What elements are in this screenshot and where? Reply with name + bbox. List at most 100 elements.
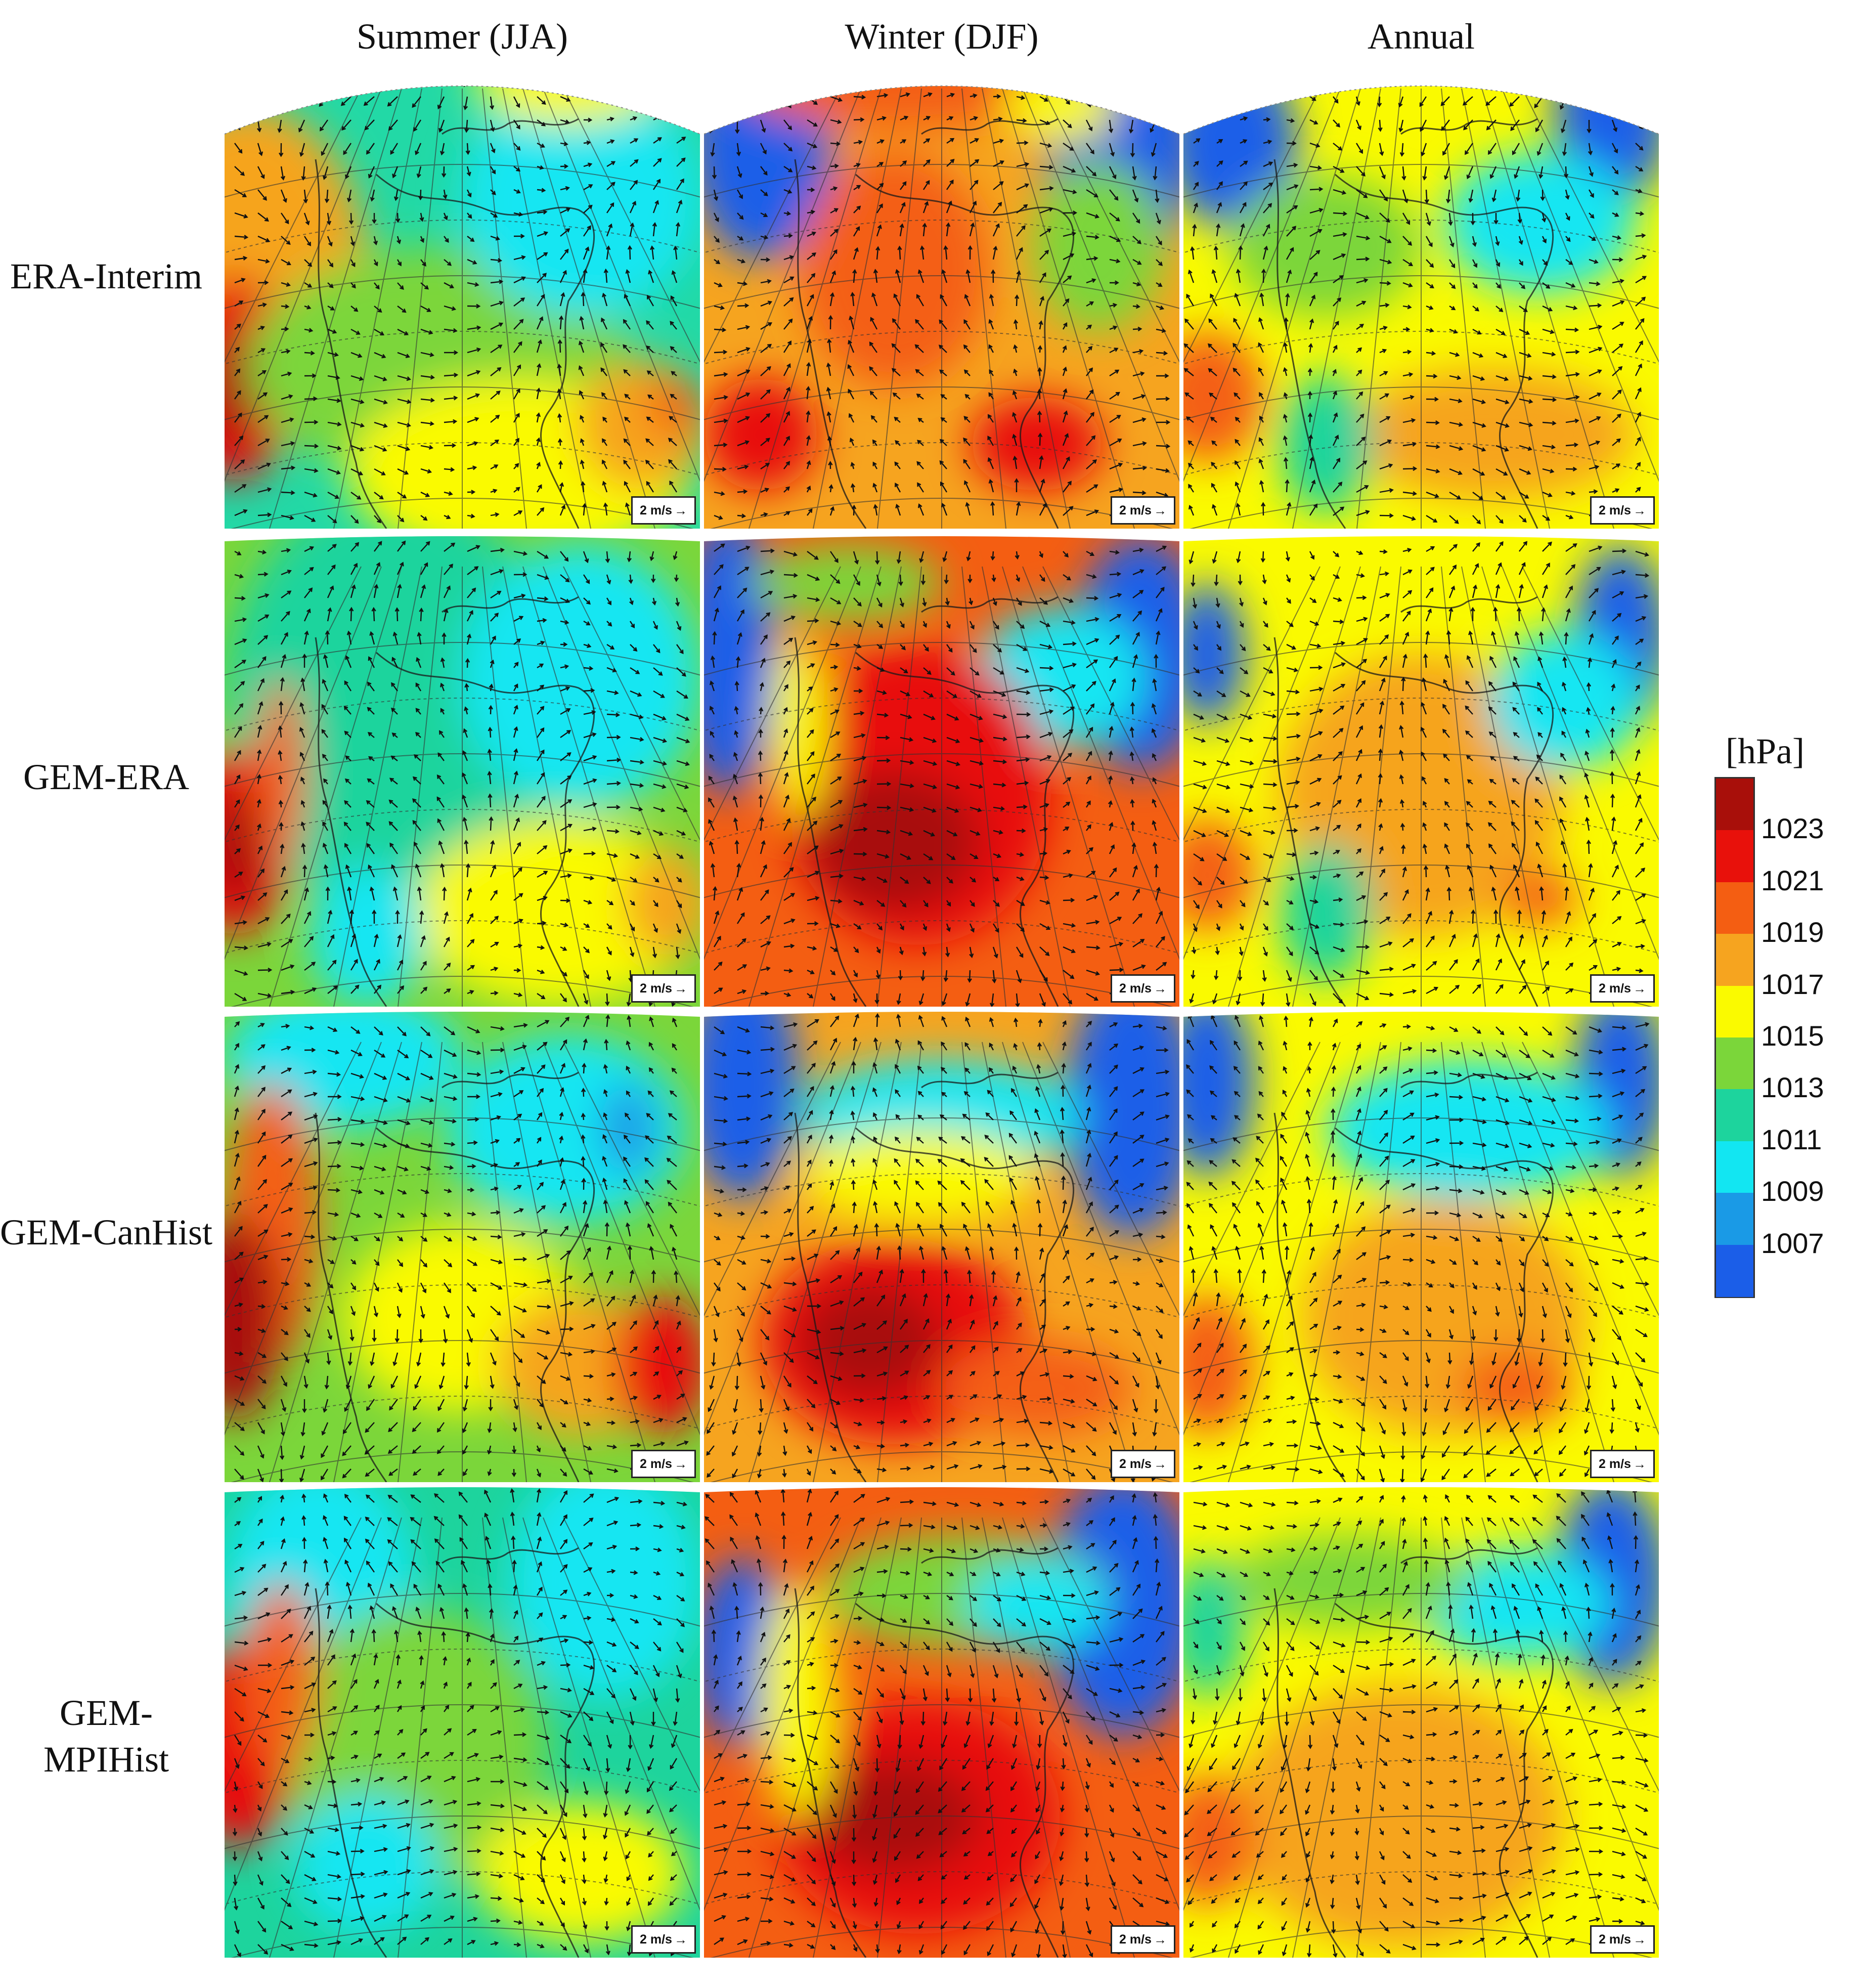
pressure-region: [462, 545, 700, 809]
map-panel-gem-mpihist-annual: 2 m/s →: [1183, 1487, 1659, 1958]
reference-vector-box: 2 m/s →: [1111, 496, 1175, 525]
reference-vector-label: 2 m/s: [640, 1932, 672, 1947]
pressure-region: [761, 1581, 838, 1817]
reference-vector-box: 2 m/s →: [1590, 1925, 1655, 1954]
pressure-region: [257, 677, 305, 866]
pressure-region: [1231, 176, 1421, 317]
coastline: [315, 596, 595, 1007]
pressure-wind-map: [704, 1487, 1179, 1958]
arrow-right-icon: →: [674, 502, 687, 518]
pressure-region: [1183, 1558, 1246, 1699]
reference-vector-label: 2 m/s: [1599, 981, 1631, 996]
pressure-region: [1502, 870, 1578, 927]
colorbar-segment: [1716, 1038, 1753, 1090]
pressure-wind-map: [1183, 85, 1659, 529]
pressure-wind-map: [225, 85, 700, 529]
pressure-region: [1279, 842, 1374, 983]
colorbar-segment: [1716, 934, 1753, 986]
map-panel-era-interim-winter: 2 m/s →: [704, 58, 1179, 529]
pressure-wind-map: [225, 1487, 700, 1958]
domain-outline: [1183, 85, 1659, 135]
coastline: [1273, 1071, 1554, 1482]
graticule: [1183, 1042, 1659, 1482]
pressure-region: [1065, 1012, 1179, 1238]
arrow-right-icon: →: [1633, 1456, 1646, 1472]
wind-vectors: [234, 1014, 690, 1482]
pressure-wind-map: [704, 85, 1179, 529]
column-title-summer: Summer (JJA): [357, 16, 568, 57]
pressure-region: [225, 536, 557, 913]
reference-vector-label: 2 m/s: [1119, 981, 1152, 996]
map-panel-gem-mpihist-summer: 2 m/s →: [225, 1487, 700, 1958]
colorbar-segment: [1716, 1193, 1753, 1245]
graticule: [225, 88, 700, 529]
wind-vectors: [234, 540, 690, 1007]
reference-vector-label: 2 m/s: [1599, 503, 1631, 517]
pressure-region: [647, 378, 700, 435]
pressure-region: [310, 866, 424, 1007]
pressure-region: [737, 86, 1070, 129]
pressure-wind-map: [704, 536, 1179, 1007]
arrow-right-icon: →: [1633, 502, 1646, 518]
colorbar-segment: [1716, 1089, 1753, 1142]
wind-vectors: [1183, 86, 1647, 525]
pressure-region: [704, 1012, 799, 1200]
pressure-wind-map: [1183, 536, 1659, 1007]
colorbar-segment: [1716, 882, 1753, 935]
map-panel-gem-canhist-winter: 2 m/s →: [704, 1012, 1179, 1482]
arrow-right-icon: →: [674, 1456, 687, 1472]
pressure-region: [1350, 368, 1635, 501]
colorbar-segment: [1716, 830, 1753, 883]
pressure-region: [1183, 1294, 1255, 1435]
wind-vectors: [708, 543, 1168, 1007]
map-panel-gem-canhist-annual: 2 m/s →: [1183, 1012, 1659, 1482]
colorbar-segment: [1716, 985, 1753, 1038]
map-panel-gem-era-annual: 2 m/s →: [1183, 536, 1659, 1007]
colorbar-tick-label: 1007: [1761, 1227, 1824, 1259]
reference-vector-box: 2 m/s →: [631, 974, 696, 1003]
graticule: [704, 566, 1179, 1007]
pressure-region: [1459, 1350, 1573, 1426]
pressure-region: [1183, 331, 1264, 463]
pressure-region: [1183, 1012, 1255, 1177]
reference-vector-box: 2 m/s →: [1111, 974, 1175, 1003]
graticule: [225, 566, 700, 1007]
pressure-region: [243, 1581, 320, 1769]
pressure-region: [1183, 1774, 1255, 1906]
map-panel-gem-era-winter: 2 m/s →: [704, 536, 1179, 1007]
pressure-region: [614, 1294, 700, 1435]
domain-outline: [225, 85, 700, 135]
map-panel-gem-mpihist-winter: 2 m/s →: [704, 1487, 1179, 1958]
pressure-wind-map: [1183, 1487, 1659, 1958]
pressure-region: [225, 790, 263, 903]
reference-vector-box: 2 m/s →: [1111, 1450, 1175, 1478]
pressure-region: [510, 1487, 700, 1699]
row-label-era-interim: ERA-Interim: [10, 256, 202, 296]
colorbar-segment: [1716, 1244, 1753, 1297]
reference-vector-box: 2 m/s →: [631, 1450, 696, 1478]
reference-vector-box: 2 m/s →: [1590, 1450, 1655, 1478]
map-panel-gem-canhist-summer: 2 m/s →: [225, 1012, 700, 1482]
map-panel-era-interim-annual: 2 m/s →: [1183, 58, 1659, 529]
pressure-region: [448, 1035, 686, 1224]
colorbar-title: [hPa]: [1726, 731, 1804, 771]
pressure-wind-map: [1183, 1012, 1659, 1482]
row-label-gem-mpihist: GEM-MPIHist: [43, 1693, 169, 1780]
coastline: [794, 118, 1075, 529]
reference-vector-label: 2 m/s: [640, 981, 672, 996]
pressure-region: [704, 86, 832, 261]
pressure-region: [1445, 152, 1635, 293]
pressure-region: [476, 1802, 686, 1944]
colorbar: [1714, 777, 1755, 1298]
pressure-region: [1032, 161, 1165, 331]
reference-vector-label: 2 m/s: [1599, 1932, 1631, 1947]
reference-vector-box: 2 m/s →: [1590, 974, 1655, 1003]
reference-vector-box: 2 m/s →: [1590, 496, 1655, 525]
coastline: [1273, 1547, 1554, 1958]
colorbar-tick-label: 1011: [1761, 1123, 1822, 1155]
arrow-right-icon: →: [1153, 1456, 1167, 1472]
reference-vector-label: 2 m/s: [1599, 1456, 1631, 1471]
pressure-wind-map: [704, 1012, 1179, 1482]
coastline: [315, 1071, 595, 1482]
row-label-gem-era: GEM-ERA: [23, 757, 189, 797]
